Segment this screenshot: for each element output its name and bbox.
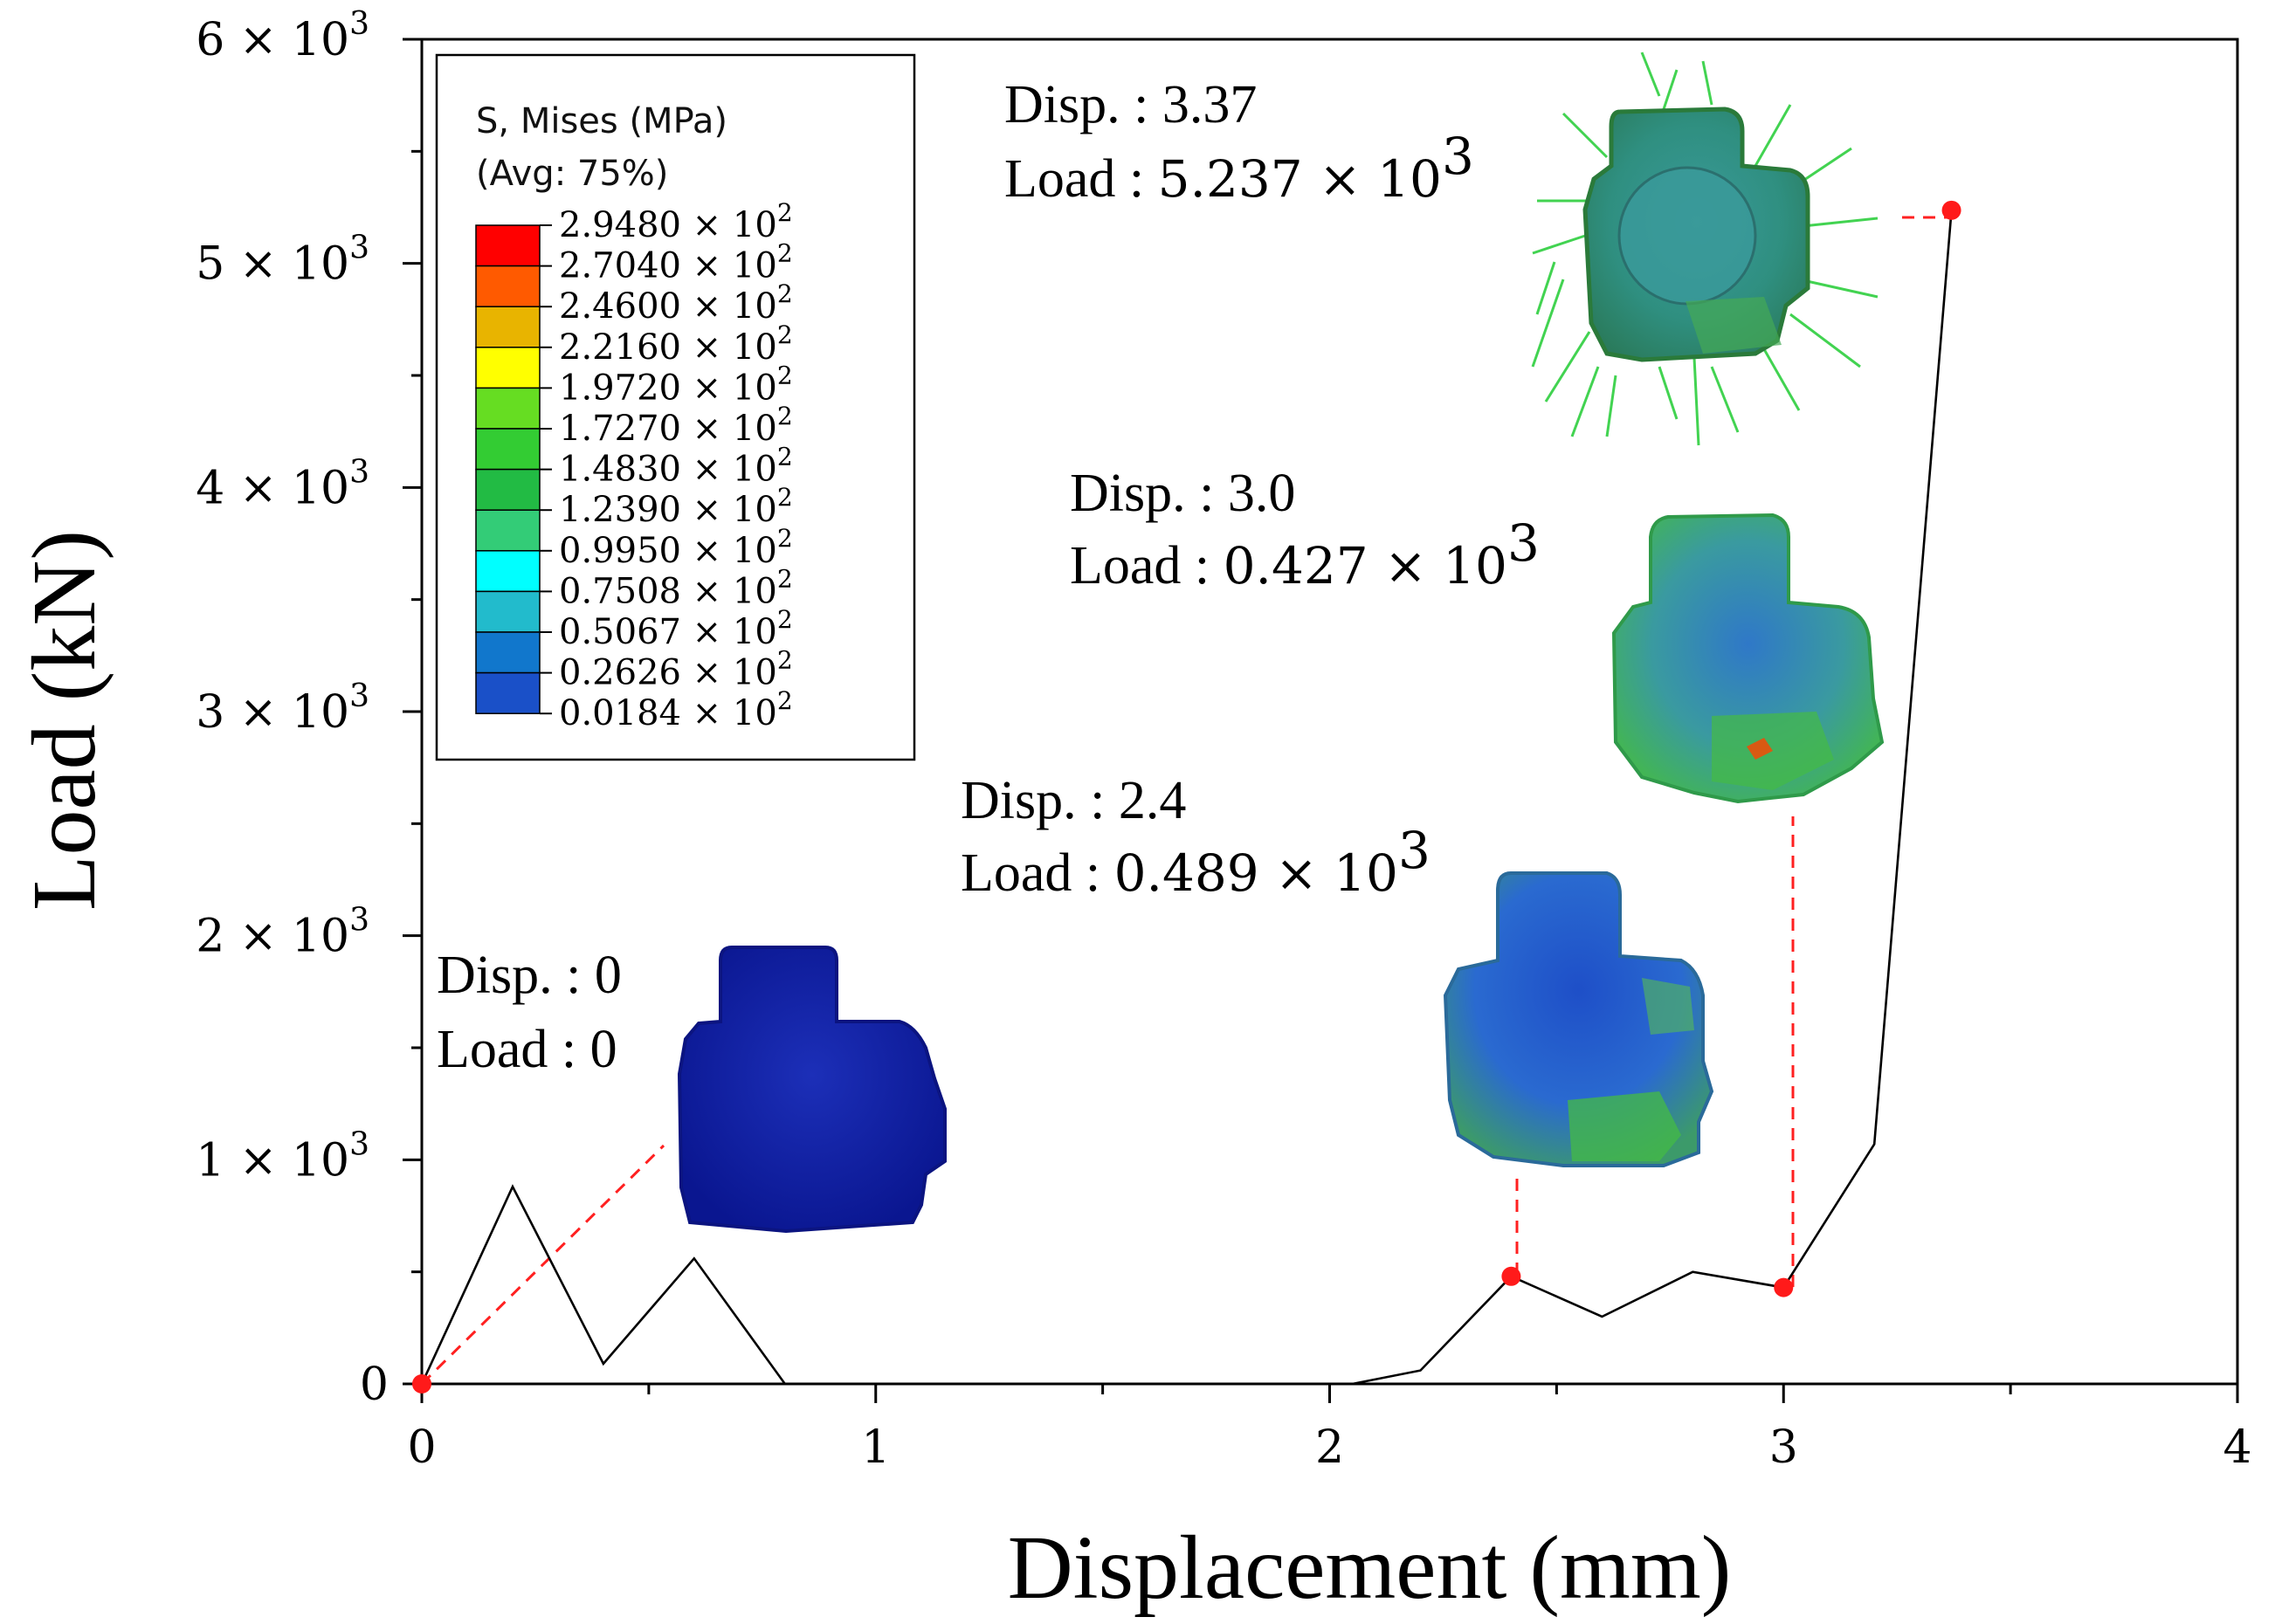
x-tick-label: 3: [1769, 1421, 1798, 1474]
legend-value: 1.9720 × 102: [559, 361, 793, 408]
svg-text:Load : 5.237 × 103: Load : 5.237 × 103: [1004, 127, 1474, 209]
y-tick-label: 2 × 103: [196, 903, 369, 963]
legend-value: 0.5067 × 102: [559, 605, 793, 652]
axis-tick-labels: 0 1 2 3 4 0 1 × 103 2 × 103 3 × 103 4 × 103 5 × 10…: [196, 6, 2251, 1474]
legend-swatch: [475, 347, 541, 389]
x-tick-label: 1: [861, 1421, 890, 1474]
series-line-load-displacement: [420, 210, 1953, 1386]
legend-swatch: [475, 509, 541, 552]
data-marker: [1941, 200, 1961, 220]
y-axis-title: Load (kN): [14, 530, 114, 911]
legend-value: 2.7040 × 102: [559, 239, 793, 286]
data-markers: [412, 200, 1961, 1393]
fe-model-disp-3-37: [1531, 52, 1879, 446]
data-marker: [1774, 1277, 1794, 1297]
legend-title: S, Mises (MPa): [476, 101, 727, 141]
legend-colorbar: [475, 224, 541, 714]
legend-value: 1.2390 × 102: [559, 483, 793, 530]
x-axis-title: Displacement (mm): [1008, 1517, 1732, 1618]
legend-swatch: [475, 468, 541, 511]
svg-text:Load : 0.427 × 103: Load : 0.427 × 103: [1070, 513, 1540, 595]
x-tick-label: 2: [1315, 1421, 1344, 1474]
legend-value: 0.7508 × 102: [559, 564, 793, 611]
legend-value: 1.7270 × 102: [559, 402, 793, 449]
legend-swatch: [475, 631, 541, 674]
annotation-disp-3-0: Disp. : 3.0 Load : 0.427 × 103: [1070, 464, 1540, 595]
x-tick-label: 0: [407, 1421, 436, 1474]
annotation-disp-3-37: Disp. : 3.37 Load : 5.237 × 103: [1004, 75, 1474, 209]
fe-model-disp-3-0: [1611, 513, 1885, 804]
fe-model-disp-2-4: [1443, 871, 1714, 1167]
y-tick-label: 4 × 103: [196, 454, 369, 514]
y-tick-label: 0: [360, 1359, 389, 1411]
legend-value: 0.0184 × 102: [559, 686, 793, 733]
svg-text:Disp. : 3.0: Disp. : 3.0: [1070, 464, 1295, 523]
svg-text:Disp. : 0: Disp. : 0: [437, 946, 622, 1005]
legend-swatch: [475, 671, 541, 714]
data-marker: [412, 1374, 431, 1393]
legend-value: 0.2626 × 102: [559, 646, 793, 693]
legend: S, Mises (MPa) (Avg: 75%) 2.9480 × 1022.…: [435, 53, 916, 761]
legend-value: 2.9480 × 102: [559, 198, 793, 245]
legend-swatch: [475, 306, 541, 348]
legend-subtitle: (Avg: 75%): [476, 154, 668, 194]
y-tick-label: 1 × 103: [196, 1126, 369, 1187]
svg-text:Disp. : 2.4: Disp. : 2.4: [961, 771, 1186, 830]
annotation-disp-0: Disp. : 0 Load : 0: [437, 946, 622, 1079]
svg-text:Load : 0.489 × 103: Load : 0.489 × 103: [961, 821, 1430, 903]
y-tick-label: 6 × 103: [196, 6, 369, 66]
legend-value: 2.4600 × 102: [559, 279, 793, 327]
legend-swatch: [475, 224, 541, 267]
annotation-disp-2-4: Disp. : 2.4 Load : 0.489 × 103: [961, 771, 1430, 903]
fe-model-disp-0: [677, 946, 947, 1234]
legend-swatch: [475, 590, 541, 633]
svg-text:Disp. : 3.37: Disp. : 3.37: [1004, 75, 1257, 134]
svg-text:Load : 0: Load : 0: [437, 1020, 617, 1079]
legend-swatch: [475, 428, 541, 471]
legend-swatch: [475, 550, 541, 593]
y-tick-label: 5 × 103: [196, 231, 369, 291]
legend-swatch: [475, 265, 541, 307]
legend-value: 2.2160 × 102: [559, 320, 793, 368]
legend-swatch: [475, 387, 541, 430]
x-tick-label: 4: [2223, 1421, 2251, 1474]
data-marker: [1501, 1266, 1521, 1286]
y-tick-label: 3 × 103: [196, 678, 369, 739]
legend-value: 1.4830 × 102: [559, 443, 793, 490]
legend-value: 0.9950 × 102: [559, 524, 793, 571]
